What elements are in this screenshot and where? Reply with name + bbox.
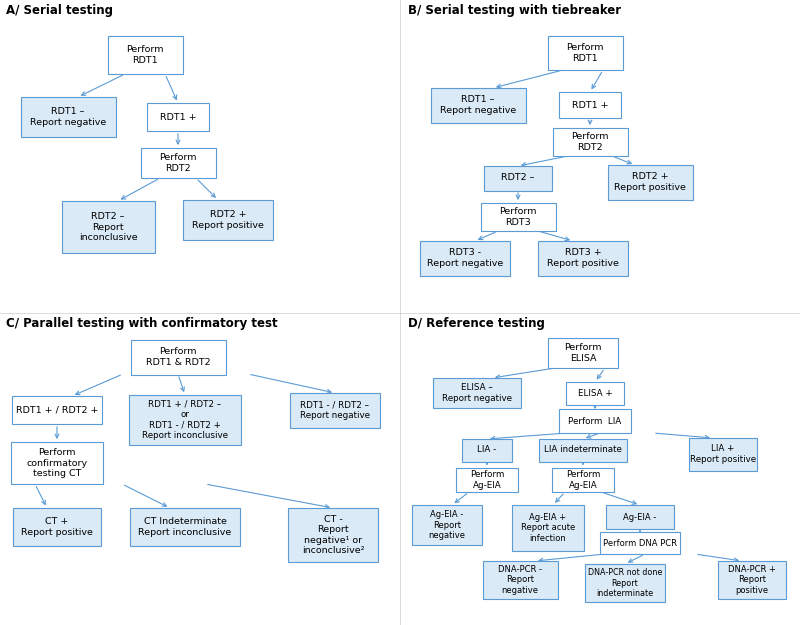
- FancyBboxPatch shape: [412, 505, 482, 545]
- Text: DNA-PCR -
Report
negative: DNA-PCR - Report negative: [498, 565, 542, 595]
- Text: RDT2 –: RDT2 –: [502, 174, 534, 182]
- FancyBboxPatch shape: [547, 36, 622, 70]
- Text: Perform
RDT1: Perform RDT1: [126, 45, 164, 65]
- FancyBboxPatch shape: [430, 88, 526, 122]
- Text: Ag-EIA -: Ag-EIA -: [623, 512, 657, 521]
- FancyBboxPatch shape: [559, 92, 621, 118]
- FancyBboxPatch shape: [538, 241, 628, 276]
- Text: DNA-PCR +
Report
positive: DNA-PCR + Report positive: [728, 565, 776, 595]
- Text: Perform
Ag-EIA: Perform Ag-EIA: [470, 470, 504, 490]
- Text: Perform
confirmatory
testing CT: Perform confirmatory testing CT: [26, 448, 87, 478]
- Text: ELISA –
Report negative: ELISA – Report negative: [442, 383, 512, 402]
- Text: RDT1 +: RDT1 +: [572, 101, 608, 109]
- Text: Perform
RDT2: Perform RDT2: [159, 153, 197, 173]
- FancyBboxPatch shape: [141, 148, 215, 178]
- Text: Perform
RDT2: Perform RDT2: [571, 132, 609, 152]
- Text: LIA +
Report positive: LIA + Report positive: [690, 444, 756, 464]
- FancyBboxPatch shape: [288, 508, 378, 562]
- Text: Perform
RDT3: Perform RDT3: [499, 208, 537, 227]
- FancyBboxPatch shape: [456, 468, 518, 492]
- FancyBboxPatch shape: [130, 508, 240, 546]
- FancyBboxPatch shape: [512, 505, 584, 551]
- FancyBboxPatch shape: [183, 200, 273, 240]
- FancyBboxPatch shape: [420, 241, 510, 276]
- FancyBboxPatch shape: [559, 409, 631, 433]
- Text: RDT2 +
Report positive: RDT2 + Report positive: [614, 173, 686, 192]
- FancyBboxPatch shape: [13, 508, 101, 546]
- Text: A/ Serial testing: A/ Serial testing: [6, 4, 113, 17]
- FancyBboxPatch shape: [462, 439, 512, 461]
- Text: LIA -: LIA -: [478, 446, 497, 454]
- Text: RDT1 –
Report negative: RDT1 – Report negative: [30, 107, 106, 127]
- FancyBboxPatch shape: [539, 439, 627, 461]
- Text: Perform DNA PCR: Perform DNA PCR: [603, 539, 677, 548]
- Text: Perform
Ag-EIA: Perform Ag-EIA: [566, 470, 600, 490]
- FancyBboxPatch shape: [21, 97, 115, 137]
- FancyBboxPatch shape: [566, 381, 624, 404]
- Text: RDT1 - / RDT2 –
Report negative: RDT1 - / RDT2 – Report negative: [300, 400, 370, 420]
- FancyBboxPatch shape: [147, 103, 209, 131]
- FancyBboxPatch shape: [290, 392, 380, 428]
- Text: RDT2 –
Report
inconclusive: RDT2 – Report inconclusive: [78, 212, 138, 242]
- FancyBboxPatch shape: [607, 164, 693, 199]
- FancyBboxPatch shape: [129, 395, 241, 445]
- Text: ELISA +: ELISA +: [578, 389, 612, 398]
- FancyBboxPatch shape: [484, 166, 552, 191]
- FancyBboxPatch shape: [606, 505, 674, 529]
- Text: Ag-EIA -
Report
negative: Ag-EIA - Report negative: [429, 510, 466, 540]
- Text: RDT1 –
Report negative: RDT1 – Report negative: [440, 95, 516, 115]
- FancyBboxPatch shape: [585, 564, 665, 602]
- Text: CT +
Report positive: CT + Report positive: [21, 518, 93, 537]
- Text: DNA-PCR not done
Report
indeterminate: DNA-PCR not done Report indeterminate: [588, 568, 662, 598]
- FancyBboxPatch shape: [553, 128, 627, 156]
- Text: Ag-EIA +
Report acute
infection: Ag-EIA + Report acute infection: [521, 513, 575, 543]
- FancyBboxPatch shape: [548, 338, 618, 368]
- FancyBboxPatch shape: [12, 396, 102, 424]
- FancyBboxPatch shape: [482, 561, 558, 599]
- Text: RDT1 +: RDT1 +: [160, 112, 196, 121]
- FancyBboxPatch shape: [689, 438, 757, 471]
- Text: LIA indeterminate: LIA indeterminate: [544, 446, 622, 454]
- Text: C/ Parallel testing with confirmatory test: C/ Parallel testing with confirmatory te…: [6, 317, 278, 330]
- FancyBboxPatch shape: [481, 203, 555, 231]
- Text: CT Indeterminate
Report inconclusive: CT Indeterminate Report inconclusive: [138, 518, 232, 537]
- Text: B/ Serial testing with tiebreaker: B/ Serial testing with tiebreaker: [408, 4, 621, 17]
- FancyBboxPatch shape: [11, 442, 103, 484]
- FancyBboxPatch shape: [552, 468, 614, 492]
- FancyBboxPatch shape: [107, 36, 182, 74]
- Text: RDT3 -
Report negative: RDT3 - Report negative: [427, 248, 503, 268]
- Text: RDT1 + / RDT2 –
or
RDT1 - / RDT2 +
Report inconclusive: RDT1 + / RDT2 – or RDT1 - / RDT2 + Repor…: [142, 400, 228, 440]
- Text: Perform
RDT1 & RDT2: Perform RDT1 & RDT2: [146, 348, 210, 367]
- Text: CT -
Report
negative¹ or
inconclusive²: CT - Report negative¹ or inconclusive²: [302, 515, 364, 555]
- Text: RDT1 + / RDT2 +: RDT1 + / RDT2 +: [16, 406, 98, 414]
- FancyBboxPatch shape: [130, 339, 226, 374]
- Text: Perform  LIA: Perform LIA: [568, 416, 622, 426]
- FancyBboxPatch shape: [600, 532, 680, 554]
- Text: RDT3 +
Report positive: RDT3 + Report positive: [547, 248, 619, 268]
- FancyBboxPatch shape: [718, 561, 786, 599]
- Text: RDT2 +
Report positive: RDT2 + Report positive: [192, 210, 264, 230]
- Text: D/ Reference testing: D/ Reference testing: [408, 317, 545, 330]
- FancyBboxPatch shape: [433, 378, 521, 408]
- Text: Perform
ELISA: Perform ELISA: [564, 343, 602, 362]
- Text: Perform
RDT1: Perform RDT1: [566, 43, 604, 63]
- FancyBboxPatch shape: [62, 201, 154, 253]
